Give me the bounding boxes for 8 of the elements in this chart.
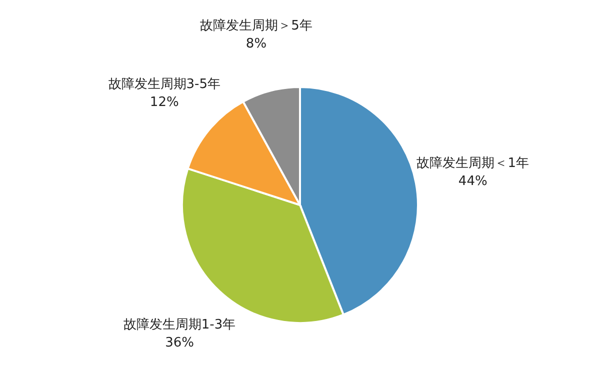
data-label: 36% bbox=[165, 335, 194, 350]
data-label: 8% bbox=[246, 36, 267, 52]
slice-label: 故障发生周期＜1年 bbox=[416, 156, 530, 172]
slice-label: 故障发生周期＞5年 bbox=[200, 18, 312, 34]
slice-label: 故障发生周期1-3年 bbox=[123, 317, 236, 332]
data-label: 44% bbox=[458, 174, 488, 190]
slice-label: 故障发生周期3-5年 bbox=[108, 76, 221, 92]
data-label: 12% bbox=[150, 94, 179, 110]
